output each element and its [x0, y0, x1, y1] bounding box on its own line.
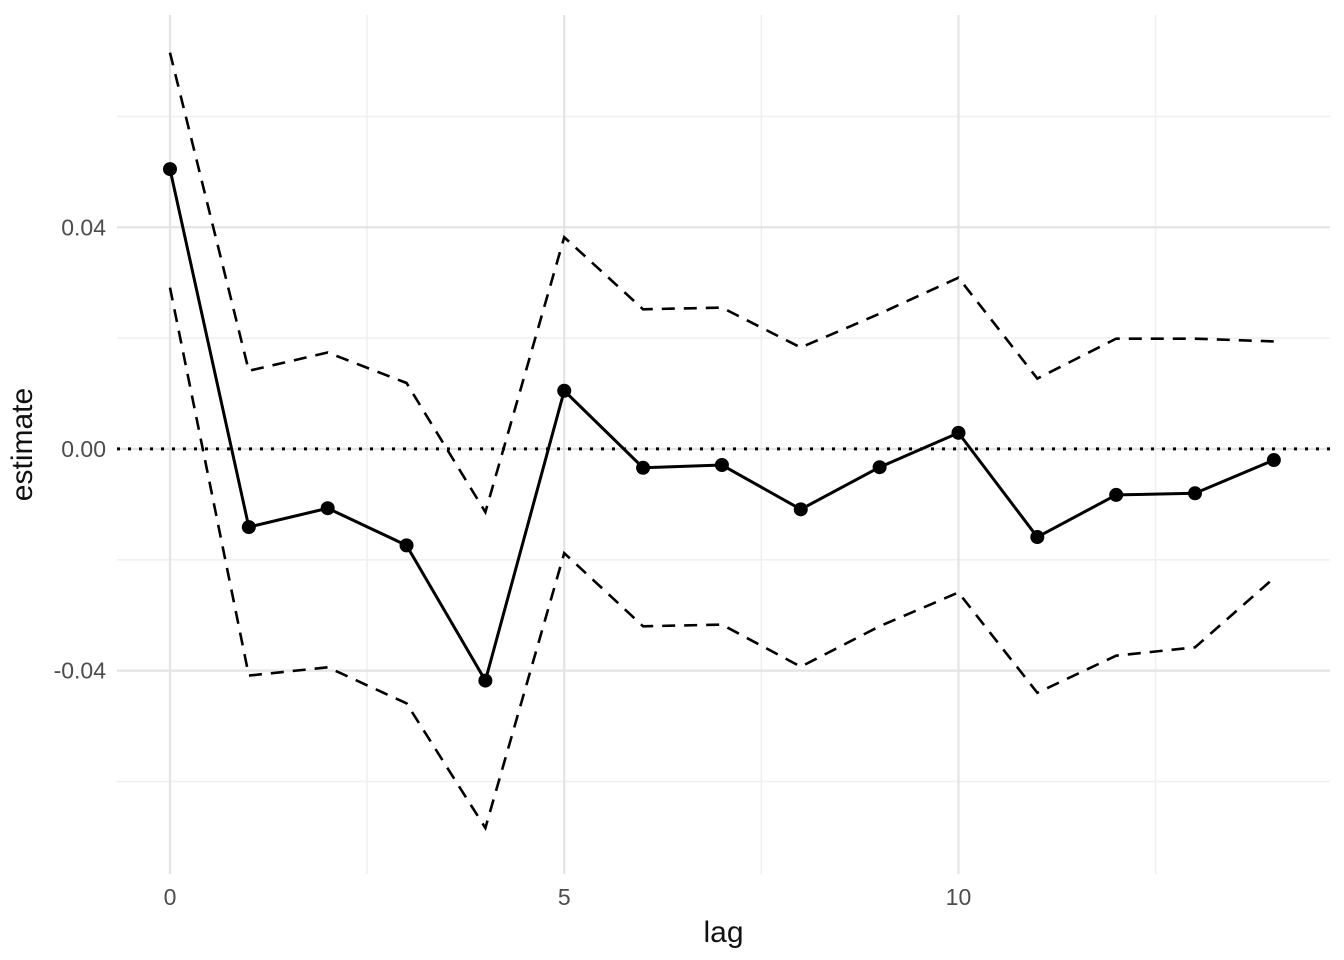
estimate-point — [1266, 453, 1281, 468]
estimate-point — [1030, 530, 1045, 545]
estimate-point — [636, 460, 651, 475]
x-axis-title: lag — [703, 916, 743, 949]
upper-ci-line — [168, 52, 1274, 516]
y-tick-label: 0.04 — [61, 214, 106, 240]
y-tick-label: 0.00 — [61, 436, 106, 462]
estimate-point — [162, 162, 177, 177]
estimate-point — [872, 460, 887, 475]
estimate-point — [399, 538, 414, 553]
estimate-point — [714, 458, 729, 473]
estimate-point — [951, 425, 966, 440]
y-axis-title: estimate — [6, 388, 39, 501]
lower-ci-line — [168, 287, 1275, 832]
estimate-point — [557, 383, 572, 398]
plot-panel — [117, 15, 1330, 874]
x-tick-label: 5 — [558, 884, 571, 910]
estimate-point — [241, 520, 256, 535]
y-tick-label: -0.04 — [54, 658, 107, 684]
x-tick-label: 0 — [164, 884, 177, 910]
estimate-point — [320, 501, 335, 516]
estimate-point — [478, 673, 493, 688]
estimate-point — [1188, 486, 1203, 501]
estimate-point — [793, 502, 808, 517]
estimate-point — [1109, 487, 1124, 502]
x-tick-label: 10 — [946, 884, 972, 910]
